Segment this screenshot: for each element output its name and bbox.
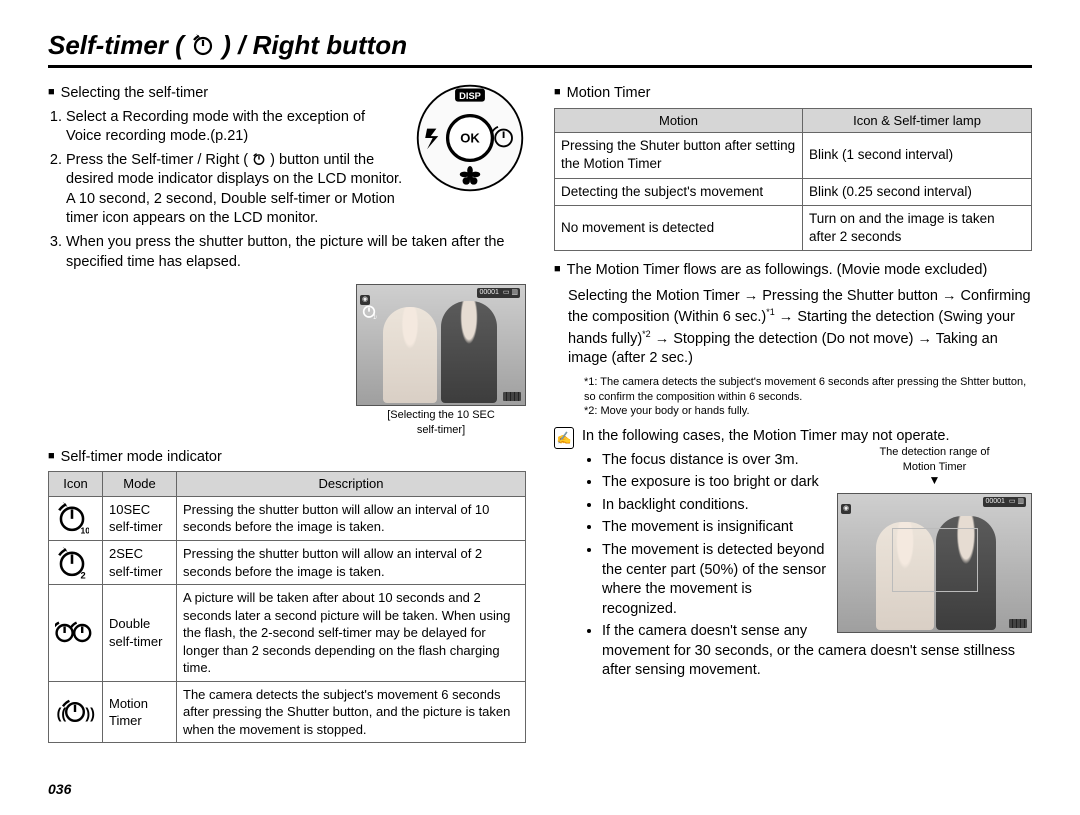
table-row: Detecting the subject's movementBlink (0… — [555, 178, 1032, 205]
mode-desc: Pressing the shutter button will allow a… — [177, 496, 526, 540]
th-desc: Description — [177, 472, 526, 497]
th-motion: Motion — [555, 108, 803, 133]
timer-double-icon — [49, 585, 103, 682]
flow-head: The Motion Timer flows are as followings… — [554, 261, 1032, 281]
footnotes: *1: The camera detects the subject's mov… — [584, 375, 1032, 420]
table-row: Pressing the Shuter button after setting… — [555, 133, 1032, 178]
th-lamp: Icon & Self-timer lamp — [803, 108, 1032, 133]
mode-label: Motion Timer — [103, 681, 177, 743]
page-title: Self-timer ( ) / Right button — [48, 30, 1032, 61]
th-mode: Mode — [103, 472, 177, 497]
left-column: OK DISP Selecting the self-timer Select … — [48, 82, 526, 743]
svg-text:10: 10 — [81, 526, 90, 536]
svg-text:DISP: DISP — [459, 91, 481, 101]
motion-timer-head: Motion Timer — [554, 84, 1032, 104]
mode-label: Double self-timer — [103, 585, 177, 682]
mode-indicator-table: Icon Mode Description 10 10SEC self-time… — [48, 471, 526, 743]
note-icon: ✍ — [554, 427, 574, 449]
mode-desc: The camera detects the subject's movemen… — [177, 681, 526, 743]
mode-desc: A picture will be taken after about 10 s… — [177, 585, 526, 682]
svg-text:2: 2 — [81, 570, 86, 580]
step-3: When you press the shutter button, the p… — [66, 233, 526, 272]
mode-indicator-head: Self-timer mode indicator — [48, 448, 526, 468]
th-icon: Icon — [49, 472, 103, 497]
timer-10sec-icon: 10 — [49, 496, 103, 540]
svg-text:10: 10 — [373, 315, 377, 319]
table-row: Double self-timer A picture will be take… — [49, 585, 526, 682]
lcd-caption-1: [Selecting the 10 SEC self-timer] — [356, 408, 526, 438]
flow-text: Selecting the Motion Timer → Pressing th… — [568, 287, 1032, 369]
control-pad-illustration: OK DISP — [414, 82, 526, 194]
motion-timer-table: Motion Icon & Self-timer lamp Pressing t… — [554, 108, 1032, 252]
mode-label: 2SEC self-timer — [103, 540, 177, 584]
lcd-preview-2: ◉00001 ▭ ▥ — [837, 493, 1032, 633]
svg-text:((: (( — [57, 706, 67, 722]
table-row: (()) Motion Timer The camera detects the… — [49, 681, 526, 743]
svg-text:)): )) — [85, 706, 95, 722]
range-caption: The detection range of Motion Timer ▼ — [837, 445, 1032, 490]
mode-label: 10SEC self-timer — [103, 496, 177, 540]
table-row: 10 10SEC self-timer Pressing the shutter… — [49, 496, 526, 540]
page-number: 036 — [48, 781, 71, 797]
mode-desc: Pressing the shutter button will allow a… — [177, 540, 526, 584]
table-row: 2 2SEC self-timer Pressing the shutter b… — [49, 540, 526, 584]
timer-motion-icon: (()) — [49, 681, 103, 743]
svg-text:OK: OK — [460, 131, 480, 146]
lcd-preview-1: ◉00001 ▭ ▥ 10 — [356, 284, 526, 406]
title-rule — [48, 65, 1032, 68]
right-column: Motion Timer Motion Icon & Self-timer la… — [554, 82, 1032, 743]
timer-2sec-icon: 2 — [49, 540, 103, 584]
table-row: No movement is detectedTurn on and the i… — [555, 205, 1032, 250]
